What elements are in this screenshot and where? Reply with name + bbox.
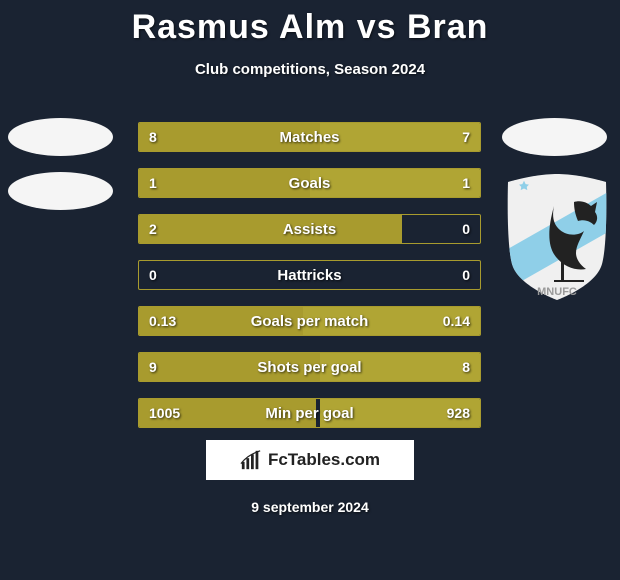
stat-value-left: 1 [149, 169, 157, 197]
footer-date: 9 september 2024 [0, 499, 620, 515]
right-club-placeholder-1 [502, 118, 607, 156]
stat-value-right: 8 [462, 353, 470, 381]
stat-row: Goals per match0.13 0.14 [138, 306, 481, 336]
crest-label: MNUFC [537, 286, 577, 298]
stat-row: Shots per goal9 8 [138, 352, 481, 382]
stat-value-left: 0 [149, 261, 157, 289]
brand-text: FcTables.com [268, 450, 380, 470]
stat-row: Goals1 1 [138, 168, 481, 198]
stat-label: Goals [139, 169, 480, 197]
brand-badge: FcTables.com [206, 440, 414, 480]
comparison-rows: Matches87Goals11Assists20Hattricks00Goal… [138, 122, 481, 444]
stat-label: Hattricks [139, 261, 480, 289]
stat-value-right: 0 [462, 215, 470, 243]
stat-value-left: 1005 [149, 399, 180, 427]
stat-row: Assists2 0 [138, 214, 481, 244]
left-club-placeholder-2 [8, 172, 113, 210]
right-team-badges: MNUFC [502, 118, 612, 302]
right-club-crest: MNUFC [502, 172, 612, 302]
page-subtitle: Club competitions, Season 2024 [0, 61, 620, 78]
left-team-badges [8, 118, 113, 226]
stat-value-right: 1 [462, 169, 470, 197]
stat-value-right: 928 [447, 399, 470, 427]
page-title: Rasmus Alm vs Bran [0, 0, 620, 47]
stat-row: Matches8 7 [138, 122, 481, 152]
stat-label: Goals per match [139, 307, 480, 335]
stat-value-left: 0.13 [149, 307, 176, 335]
stat-label: Matches [139, 123, 480, 151]
stat-row: Hattricks0 0 [138, 260, 481, 290]
left-club-placeholder-1 [8, 118, 113, 156]
stat-label: Min per goal [139, 399, 480, 427]
stat-value-left: 8 [149, 123, 157, 151]
bar-chart-icon [240, 449, 262, 471]
stat-row: Min per goal1005 928 [138, 398, 481, 428]
stat-value-right: 0 [462, 261, 470, 289]
stat-value-right: 0.14 [443, 307, 470, 335]
stat-label: Shots per goal [139, 353, 480, 381]
stat-label: Assists [139, 215, 480, 243]
stat-value-left: 9 [149, 353, 157, 381]
stat-value-left: 2 [149, 215, 157, 243]
stat-value-right: 7 [462, 123, 470, 151]
